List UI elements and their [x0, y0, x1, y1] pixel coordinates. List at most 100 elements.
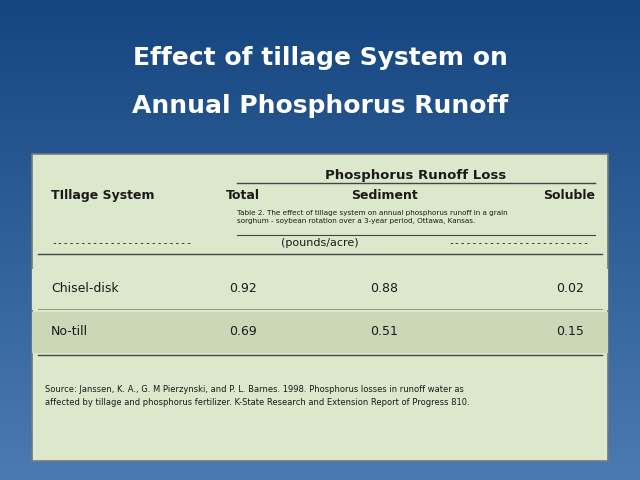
- Text: Sediment: Sediment: [351, 189, 417, 203]
- Bar: [0, 334, 640, 336]
- Bar: [0, 430, 640, 432]
- Bar: [0, 118, 640, 120]
- Bar: [0, 324, 640, 326]
- Bar: [0, 437, 640, 439]
- Bar: [0, 389, 640, 391]
- Bar: [32, 154, 608, 461]
- Bar: [0, 168, 640, 170]
- Bar: [0, 293, 640, 295]
- Bar: [0, 96, 640, 98]
- Bar: [0, 446, 640, 449]
- Bar: [0, 242, 640, 245]
- Bar: [0, 101, 640, 103]
- Bar: [0, 115, 640, 118]
- Bar: [0, 108, 640, 110]
- Bar: [0, 370, 640, 372]
- Bar: [0, 53, 640, 55]
- Bar: [0, 310, 640, 312]
- Bar: [0, 420, 640, 422]
- Bar: [0, 439, 640, 442]
- Bar: [0, 382, 640, 384]
- Bar: [32, 269, 608, 310]
- Bar: [0, 403, 640, 406]
- Bar: [0, 336, 640, 338]
- Bar: [0, 235, 640, 238]
- Text: Soluble: Soluble: [543, 189, 596, 203]
- Text: Annual Phosphorus Runoff: Annual Phosphorus Runoff: [132, 94, 508, 118]
- Bar: [0, 46, 640, 48]
- Bar: [0, 396, 640, 398]
- Bar: [0, 110, 640, 113]
- Bar: [0, 286, 640, 288]
- Bar: [0, 262, 640, 264]
- Bar: [0, 463, 640, 466]
- Bar: [0, 360, 640, 362]
- Bar: [0, 134, 640, 137]
- Bar: [0, 127, 640, 130]
- Bar: [0, 19, 640, 22]
- Text: Phosphorus Runoff Loss: Phosphorus Runoff Loss: [325, 168, 507, 182]
- Bar: [0, 94, 640, 96]
- Bar: [0, 89, 640, 91]
- Bar: [0, 228, 640, 230]
- Bar: [0, 182, 640, 185]
- Bar: [0, 312, 640, 314]
- Bar: [0, 146, 640, 149]
- Bar: [0, 7, 640, 10]
- Bar: [0, 132, 640, 134]
- Bar: [0, 353, 640, 355]
- Bar: [0, 415, 640, 418]
- Bar: [0, 173, 640, 175]
- Bar: [0, 50, 640, 53]
- Bar: [0, 266, 640, 269]
- Text: Chisel-disk: Chisel-disk: [51, 281, 119, 295]
- Bar: [0, 103, 640, 106]
- Bar: [0, 358, 640, 360]
- Text: Total: Total: [226, 189, 260, 203]
- Bar: [0, 422, 640, 425]
- Bar: [0, 98, 640, 101]
- Bar: [0, 408, 640, 410]
- Bar: [0, 199, 640, 202]
- Bar: [0, 72, 640, 74]
- Bar: [0, 163, 640, 166]
- Bar: [0, 120, 640, 122]
- Bar: [0, 374, 640, 377]
- Bar: [0, 238, 640, 240]
- Bar: [0, 185, 640, 187]
- Bar: [32, 312, 608, 353]
- Bar: [0, 257, 640, 259]
- Bar: [0, 461, 640, 463]
- Bar: [0, 5, 640, 7]
- Text: 0.51: 0.51: [370, 324, 398, 338]
- Text: Table 2. The effect of tillage system on annual phosphorus runoff in a grain
sor: Table 2. The effect of tillage system on…: [237, 210, 508, 224]
- Bar: [0, 60, 640, 62]
- Bar: [0, 302, 640, 305]
- Bar: [0, 158, 640, 161]
- Bar: [0, 206, 640, 209]
- Bar: [0, 259, 640, 262]
- Text: No-till: No-till: [51, 324, 88, 338]
- Bar: [0, 343, 640, 346]
- Bar: [0, 142, 640, 144]
- Bar: [0, 475, 640, 478]
- Bar: [0, 322, 640, 324]
- Text: (pounds/acre): (pounds/acre): [281, 239, 359, 248]
- Bar: [0, 432, 640, 434]
- Bar: [0, 394, 640, 396]
- Bar: [0, 84, 640, 86]
- Bar: [0, 458, 640, 461]
- Bar: [0, 413, 640, 415]
- Text: Source: Janssen, K. A., G. M Pierzynski, and P. L. Barnes. 1998. Phosphorus loss: Source: Janssen, K. A., G. M Pierzynski,…: [45, 385, 469, 407]
- Bar: [0, 341, 640, 343]
- Bar: [0, 290, 640, 293]
- Text: 0.88: 0.88: [370, 281, 398, 295]
- Bar: [0, 194, 640, 197]
- Bar: [0, 288, 640, 290]
- Bar: [0, 149, 640, 151]
- Bar: [0, 62, 640, 65]
- Bar: [0, 264, 640, 266]
- Bar: [0, 91, 640, 94]
- Bar: [0, 418, 640, 420]
- Bar: [0, 86, 640, 89]
